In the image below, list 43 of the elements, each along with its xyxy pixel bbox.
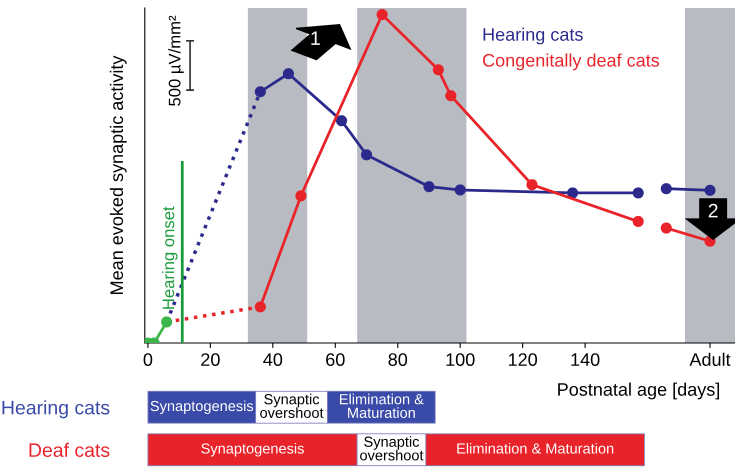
y-axis-title: Mean evoked synaptic activity: [110, 56, 127, 294]
x-tick-label: 0: [144, 353, 152, 366]
x-tick-label: 80: [388, 353, 408, 366]
point: [526, 179, 538, 190]
annotation: 2: [708, 204, 718, 218]
point: [454, 184, 466, 196]
data-label: Synaptic overshoot: [360, 436, 424, 460]
annotation: 500 µV/mm²: [168, 16, 184, 106]
point: [254, 301, 266, 312]
x-tick-label: 40: [263, 353, 282, 366]
text: Hearing onset: [162, 206, 178, 309]
x-tick-label: 100: [446, 353, 475, 366]
x-tick-label: 60: [326, 353, 345, 366]
text: Congenitally deaf cats: [483, 53, 660, 70]
point: [704, 184, 716, 196]
point: [660, 222, 672, 234]
point: [660, 183, 672, 194]
point: [282, 68, 294, 80]
point: [254, 86, 266, 98]
text: Hearing cats: [484, 28, 583, 44]
data-label: Synaptogenesis: [150, 400, 254, 414]
data-label: Elimination & Maturation: [457, 442, 614, 454]
point: [632, 216, 644, 228]
data-label: Elimination & Maturation: [340, 394, 424, 418]
x-tick-label: 20: [201, 353, 220, 366]
point: [567, 187, 578, 198]
point: [423, 181, 435, 192]
x-tick-label: Adult: [689, 352, 730, 366]
point: [445, 90, 456, 102]
x-tick-label: 120: [508, 353, 538, 366]
point: [336, 115, 348, 126]
point: [360, 149, 372, 160]
point: [432, 64, 444, 76]
y-tick-label: Deaf cats: [30, 442, 110, 457]
x-tick-label: 140: [571, 353, 600, 366]
data-label: Synaptic overshoot: [260, 394, 324, 418]
data-label: Synaptogenesis: [201, 442, 304, 457]
point: [376, 9, 388, 20]
point: [295, 190, 306, 202]
annotation: 1: [311, 31, 320, 45]
point: [161, 316, 172, 328]
point: [632, 187, 644, 198]
x-axis-title: Postnatal age [days]: [558, 382, 720, 400]
